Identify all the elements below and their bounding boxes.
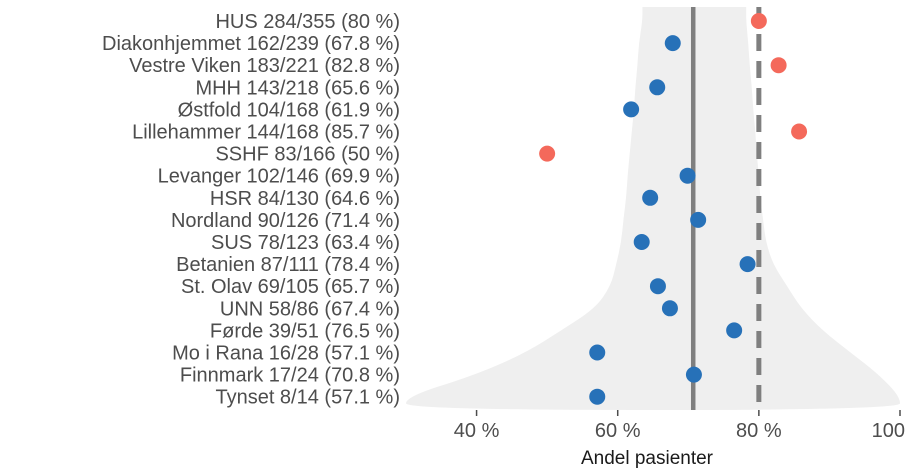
x-tick-label: 80 % <box>736 420 782 442</box>
data-point <box>539 145 556 162</box>
data-point <box>649 278 666 295</box>
confidence-band <box>406 7 900 410</box>
data-point <box>750 13 767 29</box>
data-point <box>679 167 696 184</box>
category-label: Mo i Rana 16/28 (57.1 %) <box>172 343 400 365</box>
category-label: Nordland 90/126 (71.4 %) <box>171 210 400 232</box>
x-tick-label: 100 % <box>872 420 909 442</box>
category-label: Førde 39/51 (76.5 %) <box>210 320 400 342</box>
data-point <box>642 189 659 206</box>
category-label: SSHF 83/166 (50 %) <box>215 144 400 166</box>
x-axis-title: Andel pasienter <box>581 448 714 469</box>
category-label: MHH 143/218 (65.6 %) <box>195 77 400 99</box>
data-point <box>690 211 707 228</box>
category-label: UNN 58/86 (67.4 %) <box>220 298 400 320</box>
category-label: HSR 84/130 (64.6 %) <box>210 188 400 210</box>
x-tick-label: 60 % <box>595 420 641 442</box>
category-label: SUS 78/123 (63.4 %) <box>211 232 400 254</box>
data-point <box>685 366 702 383</box>
data-point <box>623 101 640 118</box>
data-point <box>589 344 606 361</box>
data-point <box>661 300 678 317</box>
data-point <box>649 79 666 96</box>
category-label: Diakonhjemmet 162/239 (67.8 %) <box>102 33 400 55</box>
data-point <box>791 123 808 140</box>
category-label: Østfold 104/168 (61.9 %) <box>178 99 400 121</box>
category-label: Vestre Viken 183/221 (82.8 %) <box>129 55 400 77</box>
x-tick-label: 40 % <box>454 420 500 442</box>
data-point <box>726 322 743 339</box>
data-point <box>739 256 756 273</box>
category-label: Lillehammer 144/168 (85.7 %) <box>132 122 400 144</box>
category-label: Finnmark 17/24 (70.8 %) <box>180 365 400 387</box>
category-label: Betanien 87/111 (78.4 %) <box>176 254 400 276</box>
category-label: Levanger 102/146 (69.9 %) <box>158 166 400 188</box>
category-label: Tynset 8/14 (57.1 %) <box>215 387 400 409</box>
category-label: HUS 284/355 (80 %) <box>215 11 400 33</box>
data-point <box>770 57 787 74</box>
data-point <box>664 35 681 52</box>
data-point <box>633 234 650 250</box>
category-label: St. Olav 69/105 (65.7 %) <box>181 276 400 298</box>
data-point <box>589 388 606 405</box>
